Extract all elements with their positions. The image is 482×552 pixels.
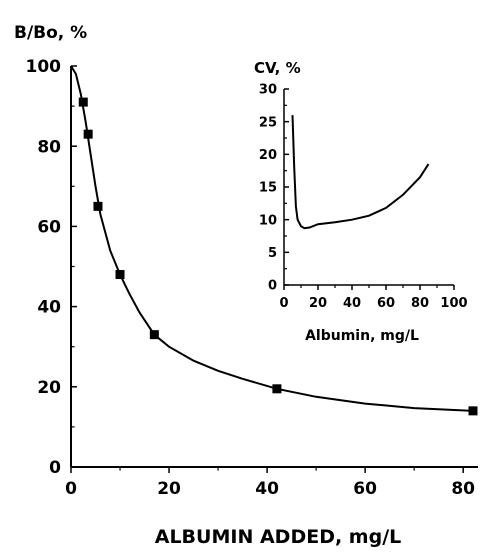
inset-x-tick-label: 40 bbox=[343, 296, 361, 311]
inset-x-tick-label: 60 bbox=[377, 296, 395, 311]
inset-y-tick-label: 25 bbox=[259, 115, 277, 130]
inset-chart: CV, % 0 5 10 15 20 25 30 0 20 40 60 80 100 Albumin,… bbox=[254, 59, 468, 344]
main-x-tick-label: 80 bbox=[451, 479, 475, 499]
inset-y-axis-label: CV, % bbox=[254, 59, 301, 77]
inset-x-ticks: 0 20 40 60 80 100 bbox=[279, 285, 468, 311]
main-y-ticks: 0 20 40 60 80 100 bbox=[26, 57, 77, 478]
inset-series-line bbox=[291, 115, 430, 230]
main-x-axis-label: ALBUMIN ADDED, mg/L bbox=[155, 526, 402, 548]
main-x-tick-label: 40 bbox=[255, 479, 279, 499]
main-data-point bbox=[149, 330, 159, 340]
inset-y-tick-label: 10 bbox=[259, 213, 277, 228]
inset-y-tick-label: 15 bbox=[259, 181, 277, 196]
main-y-axis-label: B/Bo, % bbox=[14, 23, 87, 43]
main-data-point bbox=[78, 97, 88, 107]
main-y-tick-label: 0 bbox=[49, 458, 61, 478]
main-y-tick-label: 40 bbox=[37, 298, 61, 318]
inset-x-tick-label: 100 bbox=[440, 296, 467, 311]
main-y-tick-label: 80 bbox=[37, 137, 61, 157]
main-y-tick-label: 20 bbox=[37, 378, 61, 398]
main-data-point bbox=[468, 406, 478, 416]
inset-y-tick-label: 20 bbox=[259, 148, 277, 163]
inset-y-tick-label: 30 bbox=[259, 83, 277, 98]
main-y-tick-label: 100 bbox=[26, 57, 62, 77]
main-data-point bbox=[83, 129, 93, 139]
inset-y-ticks: 0 5 10 15 20 25 30 bbox=[259, 83, 289, 294]
main-data-point bbox=[93, 201, 103, 211]
main-data-point bbox=[272, 384, 282, 394]
inset-x-axis-label: Albumin, mg/L bbox=[305, 328, 419, 344]
main-data-points bbox=[78, 97, 478, 416]
inset-x-tick-label: 20 bbox=[309, 296, 327, 311]
main-data-point bbox=[115, 270, 125, 280]
main-x-tick-label: 60 bbox=[353, 479, 377, 499]
inset-x-tick-label: 0 bbox=[279, 296, 288, 311]
main-x-ticks: 0 20 40 60 80 bbox=[65, 467, 475, 499]
main-x-tick-label: 0 bbox=[65, 479, 77, 499]
inset-y-tick-label: 5 bbox=[268, 246, 277, 261]
inset-y-tick-label: 0 bbox=[268, 279, 277, 294]
inset-x-tick-label: 80 bbox=[411, 296, 429, 311]
main-x-tick-label: 20 bbox=[157, 479, 181, 499]
main-y-tick-label: 60 bbox=[37, 218, 61, 238]
